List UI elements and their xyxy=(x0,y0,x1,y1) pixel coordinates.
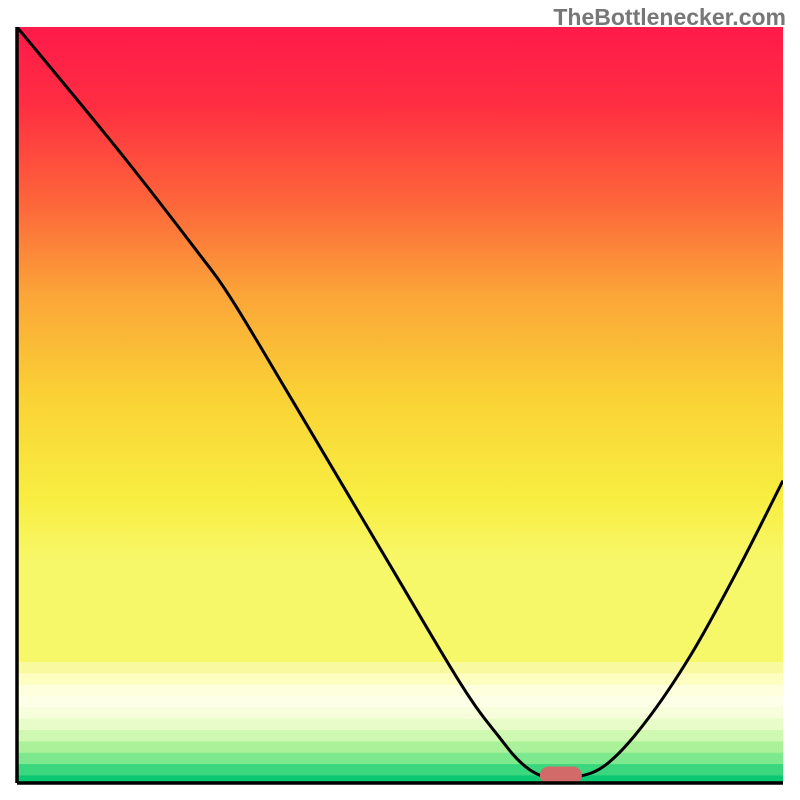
gradient-background xyxy=(17,27,783,664)
gradient-bands xyxy=(17,662,783,784)
watermark-text: TheBottlenecker.com xyxy=(553,4,786,31)
chart-container: { "watermark": { "text": "TheBottlenecke… xyxy=(0,0,800,800)
bottleneck-chart xyxy=(0,0,800,800)
